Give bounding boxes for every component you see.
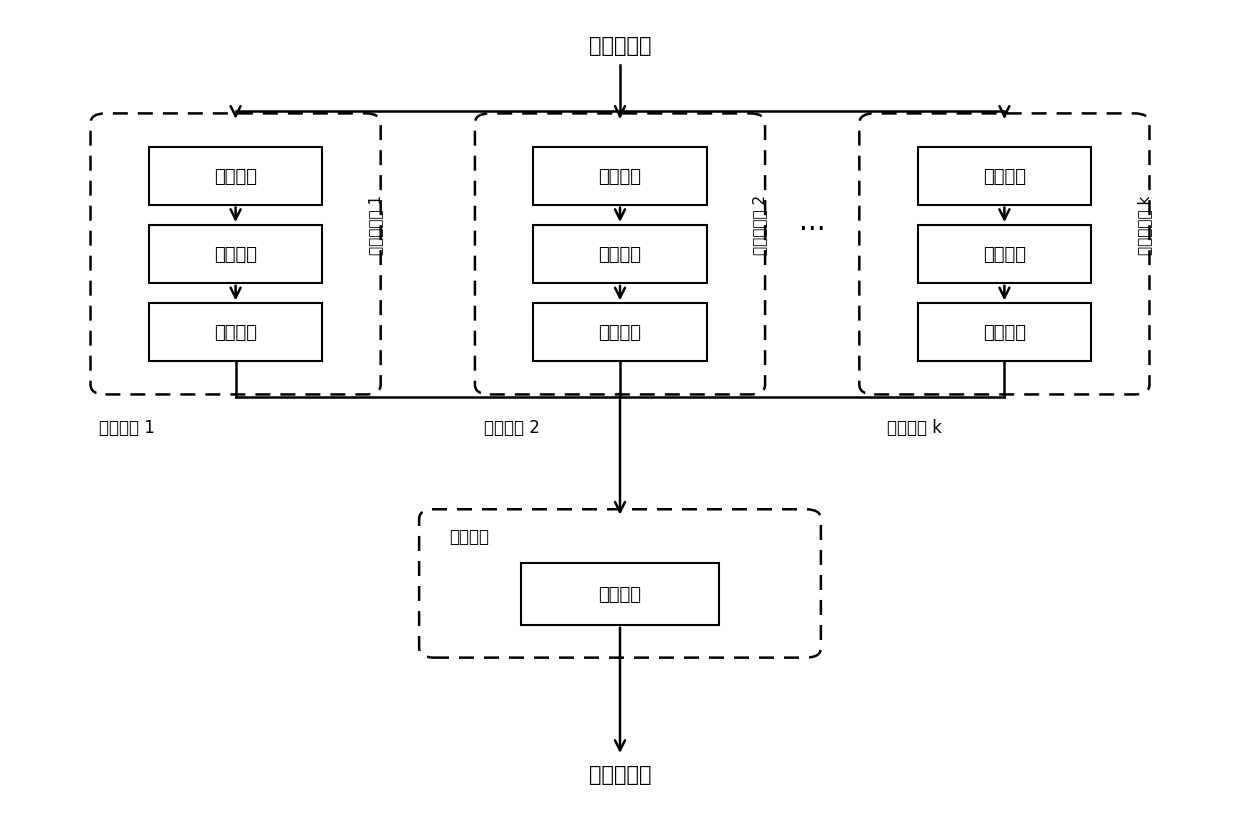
Text: 数据接口: 数据接口: [599, 324, 641, 342]
Text: 光流传感器 1: 光流传感器 1: [368, 195, 383, 255]
Text: 微处理器: 微处理器: [449, 528, 489, 546]
Text: 成像系统: 成像系统: [599, 167, 641, 185]
Text: 光流计算: 光流计算: [599, 246, 641, 263]
FancyBboxPatch shape: [918, 225, 1091, 283]
Text: 光流传感器 k: 光流传感器 k: [1137, 195, 1152, 255]
Text: 光流计算: 光流计算: [215, 246, 257, 263]
Text: 光流计算: 光流计算: [983, 246, 1025, 263]
Text: 成像系统: 成像系统: [215, 167, 257, 185]
Text: 光流数据 1: 光流数据 1: [99, 418, 155, 436]
FancyBboxPatch shape: [521, 563, 719, 625]
Text: 线性变换: 线性变换: [599, 585, 641, 603]
FancyBboxPatch shape: [918, 147, 1091, 205]
Text: 光流传感器 2: 光流传感器 2: [753, 195, 768, 255]
Text: 成像系统: 成像系统: [983, 167, 1025, 185]
FancyBboxPatch shape: [533, 147, 707, 205]
FancyBboxPatch shape: [149, 225, 322, 283]
Text: 被成像物体: 被成像物体: [589, 36, 651, 55]
FancyBboxPatch shape: [533, 304, 707, 362]
Text: 光流数据 2: 光流数据 2: [484, 418, 539, 436]
Text: 数据接口: 数据接口: [215, 324, 257, 342]
FancyBboxPatch shape: [149, 147, 322, 205]
Text: 光流数据 k: 光流数据 k: [887, 418, 941, 436]
FancyBboxPatch shape: [918, 304, 1091, 362]
Text: 三维角增量: 三维角增量: [589, 764, 651, 784]
Text: ···: ···: [799, 216, 826, 243]
FancyBboxPatch shape: [149, 304, 322, 362]
Text: 数据接口: 数据接口: [983, 324, 1025, 342]
FancyBboxPatch shape: [533, 225, 707, 283]
